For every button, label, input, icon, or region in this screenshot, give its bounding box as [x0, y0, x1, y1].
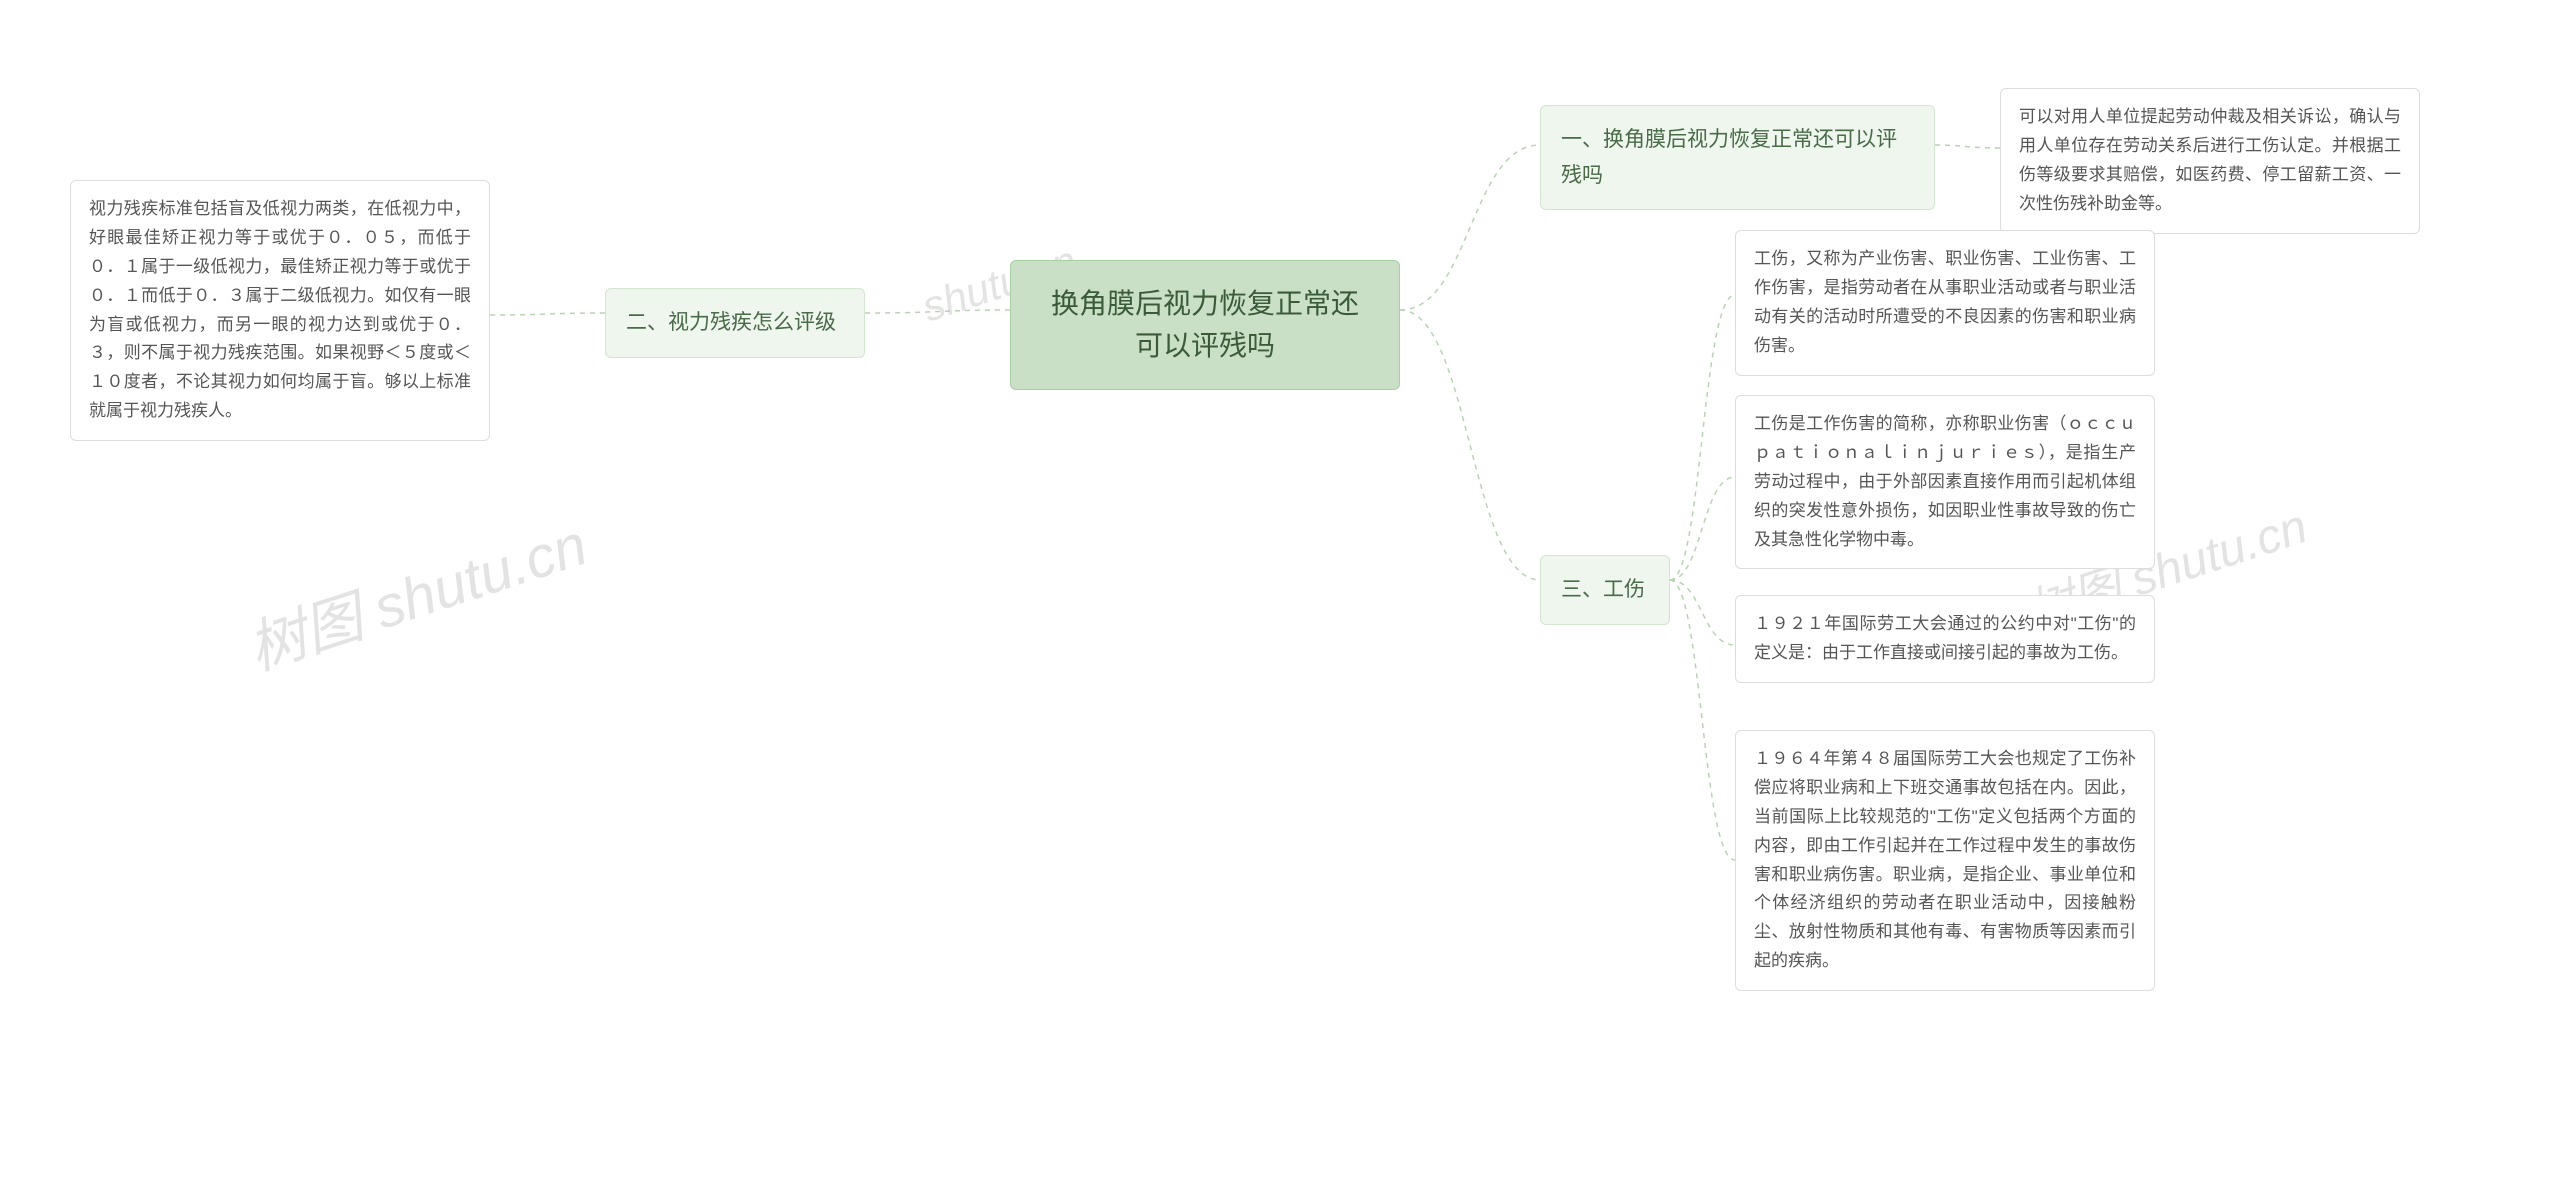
leaf-node: 工伤是工作伤害的简称，亦称职业伤害（ｏｃｃｕｐａｔｉｏｎａｌｉｎｊｕｒｉｅｓ），… — [1735, 395, 2155, 569]
leaf-node: 工伤，又称为产业伤害、职业伤害、工业伤害、工作伤害，是指劳动者在从事职业活动或者… — [1735, 230, 2155, 376]
branch-node-3: 三、工伤 — [1540, 555, 1670, 625]
mindmap-center: 换角膜后视力恢复正常还可以评残吗 — [1010, 260, 1400, 390]
leaf-node: １９６４年第４８届国际劳工大会也规定了工伤补偿应将职业病和上下班交通事故包括在内… — [1735, 730, 2155, 991]
branch-node-2: 二、视力残疾怎么评级 — [605, 288, 865, 358]
branch-node-1: 一、换角膜后视力恢复正常还可以评残吗 — [1540, 105, 1935, 210]
leaf-node: １９２１年国际劳工大会通过的公约中对"工伤"的定义是：由于工作直接或间接引起的事… — [1735, 595, 2155, 683]
leaf-node: 视力残疾标准包括盲及低视力两类，在低视力中，好眼最佳矫正视力等于或优于０．０５，… — [70, 180, 490, 441]
watermark: 树图 shutu.cn — [236, 498, 596, 686]
leaf-node: 可以对用人单位提起劳动仲裁及相关诉讼，确认与用人单位存在劳动关系后进行工伤认定。… — [2000, 88, 2420, 234]
